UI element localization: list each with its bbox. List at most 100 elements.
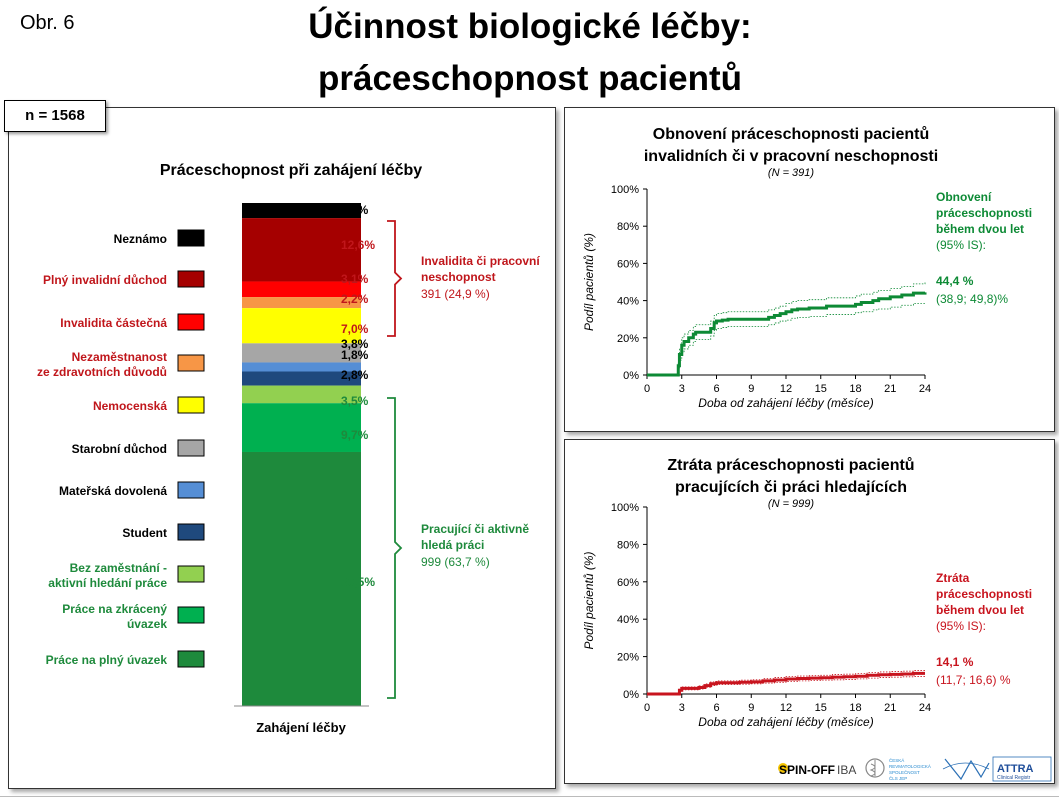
km-loss-annotation-head-1: práceschopnosti xyxy=(936,587,1032,601)
loss-km-chart: Ztráta práceschopnosti pacientů pracující… xyxy=(582,457,1032,729)
bar-segment-9 xyxy=(242,403,361,452)
bar-segment-2 xyxy=(242,281,361,298)
km-recovery-xtick-label-6: 18 xyxy=(849,383,861,395)
group-invalidity-count: 391 (24,9 %) xyxy=(421,287,490,301)
bar-value-label-10: 50,5% xyxy=(341,575,375,589)
legend-swatch-3 xyxy=(177,354,205,372)
km-recovery-title-1: Obnovení práceschopnosti pacientů xyxy=(653,126,930,143)
km-loss-ci-line-2 xyxy=(647,670,925,695)
bracket-working xyxy=(387,397,403,699)
km-recovery-annotation-value: 44,4 % xyxy=(936,274,974,288)
crs-line-1: REVMATOLOGICKÁ xyxy=(889,763,931,769)
km-recovery-xtick-label-2: 6 xyxy=(713,383,719,395)
km-recovery-subtitle: (N = 391) xyxy=(768,167,814,179)
stacked-bar-chart: Práceschopnost při zahájení léčby 3,0% 12,… xyxy=(37,162,540,735)
attra-arc-icon xyxy=(942,762,990,770)
bar-value-label-5: 3,8% xyxy=(341,337,369,351)
legend-label-9-b: úvazek xyxy=(127,617,167,631)
bar-value-label-4: 7,0% xyxy=(341,322,369,336)
km-recovery-xtick-label-0: 0 xyxy=(644,383,650,395)
legend-label-4: Nemocenská xyxy=(93,399,167,413)
caduceus-icon xyxy=(865,758,885,778)
km-loss-estimate-line xyxy=(647,671,925,696)
page-title-line2: práceschopnost pacientů xyxy=(318,59,742,98)
bar-value-label-9: 9,7% xyxy=(341,428,369,442)
legend-label-3-a: Nezaměstnanost xyxy=(72,350,167,364)
attra-text: ATTRA xyxy=(997,763,1034,775)
bracket-invalidity xyxy=(387,220,403,337)
km-loss-title-2: pracujících či práci hledajících xyxy=(675,479,907,496)
bar-value-label-1: 12,6% xyxy=(341,238,375,252)
loss-panel: Ztráta práceschopnosti pacientů pracující… xyxy=(564,439,1055,784)
km-recovery-xtick-label-4: 12 xyxy=(780,383,792,395)
km-recovery-annotation-ci-label: (95% IS): xyxy=(936,238,986,252)
km-recovery-ylabel: Podíl pacientů (%) xyxy=(582,233,596,331)
km-loss-ytick-label-1: 20% xyxy=(617,652,639,664)
km-loss-ytick-label-3: 60% xyxy=(617,577,639,589)
km-recovery-ytick-label-4: 80% xyxy=(617,221,639,233)
bar-segment-8 xyxy=(242,385,361,404)
crs-logo: ČESKÁ REVMATOLOGICKÁ SPOLEČNOST ČLS JEP xyxy=(865,757,931,781)
km-recovery-annotation-head-0: Obnovení xyxy=(936,190,992,204)
km-loss-annotation-value: 14,1 % xyxy=(936,655,974,669)
km-loss-xtick-label-0: 0 xyxy=(644,702,650,714)
km-loss-xtick-label-3: 9 xyxy=(748,702,754,714)
km-loss-subtitle: (N = 999) xyxy=(768,498,814,510)
km-loss-xtick-label-4: 12 xyxy=(780,702,792,714)
bar-segment-5 xyxy=(242,343,361,363)
km-recovery-title-2: invalidních či v pracovní neschopnosti xyxy=(644,148,938,165)
bar-segment-1 xyxy=(242,218,361,282)
legend-label-6: Mateřská dovolená xyxy=(59,484,167,498)
legend-swatch-5 xyxy=(177,439,205,457)
spin-off-logo: SPIN-OFF IBA xyxy=(778,763,856,777)
bar-segment-3 xyxy=(242,297,361,309)
sun-icon xyxy=(778,763,788,773)
km-loss-ytick-label-0: 0% xyxy=(623,689,639,701)
km-recovery-xlabel: Doba od zahájení léčby (měsíce) xyxy=(698,396,873,410)
km-loss-xtick-label-7: 21 xyxy=(884,702,896,714)
km-loss-ytick-label-4: 80% xyxy=(617,539,639,551)
caduceus-snake-icon xyxy=(869,760,876,777)
km-recovery-annotation-head-2: během dvou let xyxy=(936,222,1024,236)
group-invalidity-line1: Invalidita či pracovní xyxy=(421,254,540,268)
km-loss-xtick-label-1: 3 xyxy=(679,702,685,714)
km-recovery-xtick-label-1: 3 xyxy=(679,383,685,395)
legend-swatch-8 xyxy=(177,565,205,583)
legend-label-9-a: Práce na zkrácený xyxy=(62,602,167,616)
km-recovery-ytick-label-3: 60% xyxy=(617,258,639,270)
crs-line-2: SPOLEČNOST xyxy=(889,769,920,775)
legend-swatch-2 xyxy=(177,313,205,331)
legend-label-8-a: Bez zaměstnání - xyxy=(70,561,167,575)
bar-value-label-2: 3,1% xyxy=(341,272,369,286)
group-working-count: 999 (63,7 %) xyxy=(421,555,490,569)
km-loss-annotation-ci-label: (95% IS): xyxy=(936,619,986,633)
bar-value-label-3: 2,2% xyxy=(341,292,369,306)
group-working-line2: hledá práci xyxy=(421,538,484,552)
km-loss-title-1: Ztráta práceschopnosti pacientů xyxy=(667,457,914,474)
legend-swatch-7 xyxy=(177,523,205,541)
legend-label-3-b: ze zdravotních důvodů xyxy=(37,365,167,379)
bar-segment-0 xyxy=(242,203,361,219)
sample-size-badge: n = 1568 xyxy=(4,100,106,132)
attra-box xyxy=(992,756,1052,782)
crs-line-0: ČESKÁ xyxy=(889,757,904,763)
spinoff-text: SPIN-OFF xyxy=(779,763,835,777)
left-panel: Práceschopnost při zahájení léčby 3,0% 12,… xyxy=(8,107,556,789)
km-recovery-xtick-label-7: 21 xyxy=(884,383,896,395)
km-loss-xtick-label-6: 18 xyxy=(849,702,861,714)
bar-value-label-0: 3,0% xyxy=(341,203,369,217)
legend-label-0: Neznámo xyxy=(114,232,167,246)
logo-strip: SPIN-OFF IBA ČESKÁ REVMATOLOGICKÁ SPOLEČ… xyxy=(778,756,1052,782)
legend-label-2: Invalidita částečná xyxy=(60,316,167,330)
legend-swatch-0 xyxy=(177,229,205,247)
legend-swatch-4 xyxy=(177,396,205,414)
bar-value-label-7: 2,8% xyxy=(341,368,369,382)
km-recovery-ci-line-1 xyxy=(647,302,926,376)
km-recovery-annotation-ci: (38,9; 49,8)% xyxy=(936,292,1008,306)
km-recovery-xtick-label-8: 24 xyxy=(919,383,931,395)
crs-line-3: ČLS JEP xyxy=(889,775,907,781)
attra-logo: ATTRA Clinical Registr xyxy=(942,756,1052,782)
bar-chart-title: Práceschopnost při zahájení léčby xyxy=(160,162,422,179)
attra-wave-icon xyxy=(944,758,990,781)
km-recovery-ytick-label-0: 0% xyxy=(623,370,639,382)
